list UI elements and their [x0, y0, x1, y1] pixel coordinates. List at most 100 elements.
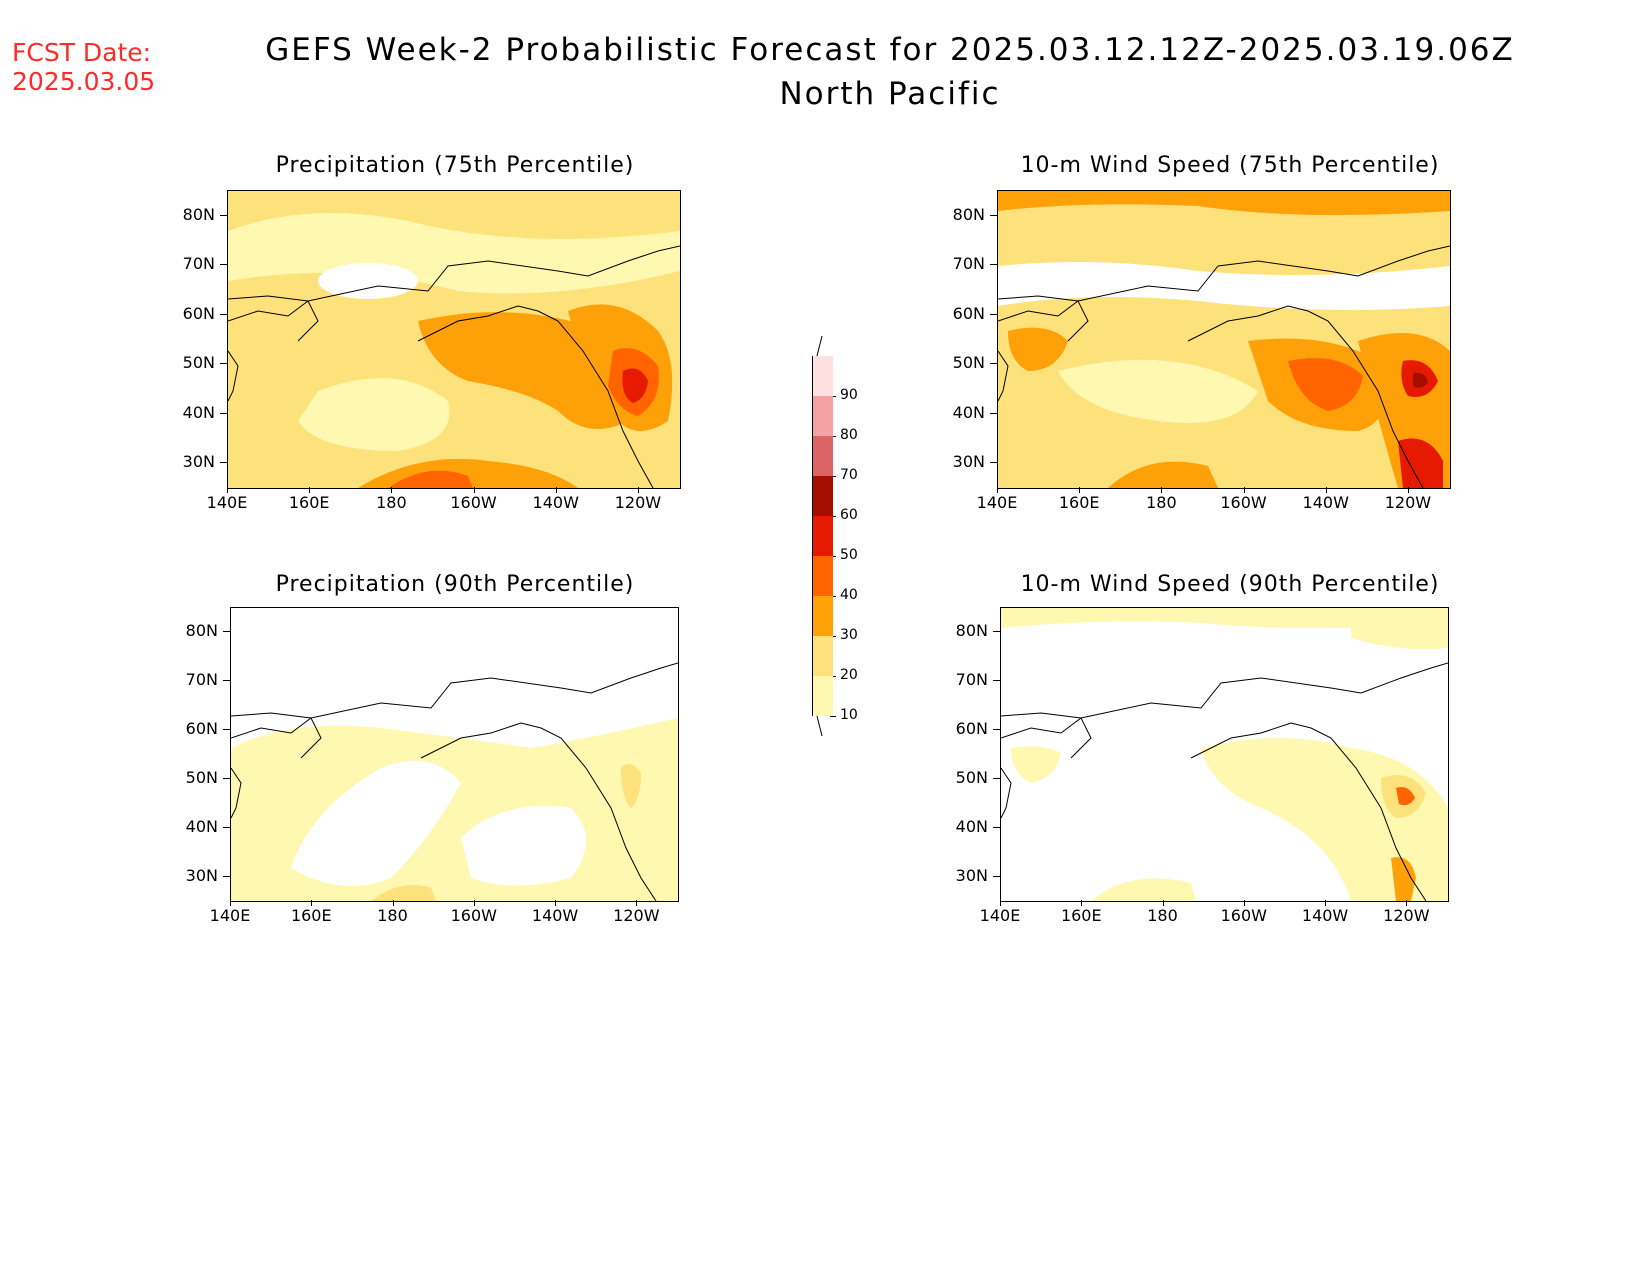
colorbar-label: 80: [840, 427, 858, 443]
map-precip-90: [230, 607, 679, 902]
latitude-tick: [990, 363, 997, 365]
longitude-tick: [555, 900, 557, 906]
figure-title: GEFS Week-2 Probabilistic Forecast for 2…: [265, 32, 1515, 68]
latitude-label: 60N: [952, 303, 985, 323]
latitude-tick: [223, 875, 230, 877]
colorbar-tick: [830, 396, 836, 397]
longitude-label: 140W: [532, 493, 579, 512]
forecast-date-label: FCST Date:: [12, 38, 152, 67]
latitude-tick: [223, 777, 230, 779]
longitude-label: 160W: [1220, 906, 1267, 925]
latitude-label: 80N: [952, 204, 985, 224]
longitude-label: 180: [1146, 493, 1177, 512]
colorbar-tick: [830, 436, 836, 437]
colorbar-label: 60: [840, 507, 858, 523]
latitude-tick: [220, 462, 227, 464]
latitude-label: 40N: [952, 402, 985, 422]
panel-title: 10-m Wind Speed (75th Percentile): [1020, 153, 1440, 178]
latitude-label: 60N: [185, 719, 218, 739]
latitude-label: 50N: [955, 767, 988, 787]
colorbar-label: 50: [840, 547, 858, 563]
longitude-label: 160W: [450, 906, 497, 925]
longitude-tick: [1325, 487, 1327, 493]
longitude-tick: [391, 487, 393, 493]
longitude-label: 180: [376, 493, 407, 512]
forecast-date-value: 2025.03.05: [12, 67, 156, 96]
colorbar-label: 20: [840, 667, 858, 683]
latitude-label: 80N: [182, 204, 215, 224]
longitude-tick: [997, 487, 998, 493]
longitude-tick: [1000, 900, 1001, 906]
latitude-label: 60N: [182, 303, 215, 323]
longitude-label: 180: [377, 906, 408, 925]
latitude-label: 40N: [185, 816, 218, 836]
latitude-tick: [220, 313, 227, 315]
latitude-label: 40N: [182, 402, 215, 422]
panel-title: Precipitation (90th Percentile): [275, 572, 635, 597]
longitude-label: 140W: [531, 906, 579, 925]
longitude-tick: [1081, 900, 1083, 906]
latitude-label: 70N: [952, 254, 985, 274]
latitude-label: 50N: [185, 767, 218, 787]
longitude-tick: [311, 900, 313, 906]
longitude-tick: [1325, 900, 1327, 906]
colorbar-swatch: [812, 476, 833, 516]
latitude-tick: [993, 729, 1000, 731]
colorbar-tick: [830, 516, 836, 517]
longitude-label: 140E: [206, 493, 248, 512]
latitude-tick: [990, 462, 997, 464]
latitude-tick: [223, 680, 230, 682]
longitude-label: 160E: [1058, 493, 1100, 512]
longitude-label: 140E: [976, 493, 1018, 512]
latitude-tick: [990, 264, 997, 266]
latitude-label: 70N: [955, 670, 988, 690]
latitude-label: 70N: [182, 254, 215, 274]
colorbar-tick: [830, 476, 836, 477]
longitude-label: 180: [1147, 906, 1178, 925]
latitude-label: 30N: [185, 865, 218, 885]
map-wind-90: [1000, 607, 1449, 902]
latitude-label: 50N: [182, 353, 215, 373]
latitude-tick: [993, 875, 1000, 877]
latitude-tick: [990, 313, 997, 315]
longitude-tick: [636, 900, 638, 906]
colorbar-label: 30: [840, 627, 858, 643]
longitude-label: 140W: [1301, 906, 1349, 925]
latitude-label: 80N: [955, 621, 988, 641]
longitude-label: 160E: [290, 906, 332, 925]
longitude-tick: [309, 487, 311, 493]
colorbar-label: 10: [840, 707, 858, 723]
latitude-label: 70N: [185, 670, 218, 690]
latitude-tick: [223, 826, 230, 828]
latitude-tick: [220, 264, 227, 266]
longitude-tick: [473, 487, 475, 493]
colorbar-label: 70: [840, 467, 858, 483]
latitude-tick: [993, 680, 1000, 682]
latitude-label: 60N: [955, 719, 988, 739]
colorbar-label: 40: [840, 587, 858, 603]
colorbar-tick: [830, 596, 836, 597]
longitude-tick: [555, 487, 557, 493]
latitude-tick: [990, 412, 997, 414]
latitude-label: 30N: [182, 452, 215, 472]
longitude-tick: [230, 900, 231, 906]
colorbar-swatch: [812, 556, 833, 596]
figure-subtitle: North Pacific: [779, 76, 1001, 112]
colorbar-swatch: [812, 436, 833, 476]
longitude-label: 120W: [613, 906, 660, 925]
latitude-label: 80N: [185, 621, 218, 641]
longitude-tick: [1243, 487, 1245, 493]
colorbar-tick: [830, 716, 836, 717]
colorbar-swatch: [812, 676, 833, 716]
longitude-tick: [1406, 900, 1408, 906]
longitude-label: 160E: [1060, 906, 1102, 925]
colorbar-tick: [830, 676, 836, 677]
longitude-tick: [473, 900, 475, 906]
longitude-label: 140E: [979, 906, 1021, 925]
longitude-tick: [1243, 900, 1245, 906]
colorbar-swatch: [812, 516, 833, 556]
longitude-tick: [1162, 900, 1164, 906]
longitude-label: 120W: [614, 493, 662, 512]
latitude-tick: [220, 412, 227, 414]
longitude-tick: [1161, 487, 1163, 493]
